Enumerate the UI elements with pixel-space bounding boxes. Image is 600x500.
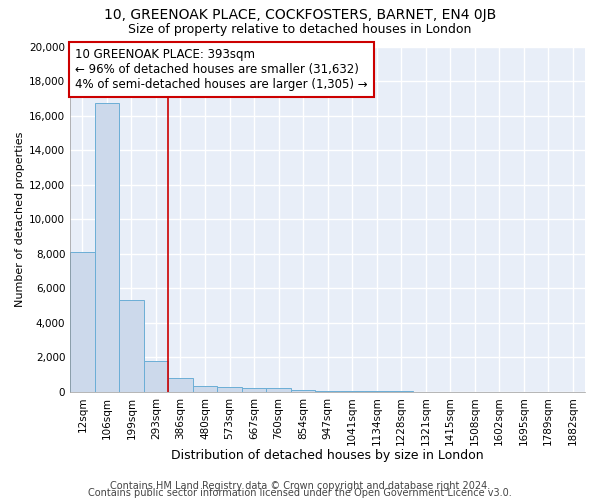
- Text: 10, GREENOAK PLACE, COCKFOSTERS, BARNET, EN4 0JB: 10, GREENOAK PLACE, COCKFOSTERS, BARNET,…: [104, 8, 496, 22]
- Text: Contains public sector information licensed under the Open Government Licence v3: Contains public sector information licen…: [88, 488, 512, 498]
- Bar: [291, 390, 316, 392]
- Text: Contains HM Land Registry data © Crown copyright and database right 2024.: Contains HM Land Registry data © Crown c…: [110, 481, 490, 491]
- Bar: [242, 388, 266, 392]
- Bar: [119, 300, 144, 392]
- Bar: [168, 378, 193, 392]
- Bar: [95, 104, 119, 392]
- Bar: [316, 391, 340, 392]
- Y-axis label: Number of detached properties: Number of detached properties: [15, 132, 25, 307]
- Bar: [70, 252, 95, 392]
- Bar: [217, 388, 242, 392]
- Bar: [340, 391, 364, 392]
- Bar: [144, 360, 168, 392]
- X-axis label: Distribution of detached houses by size in London: Distribution of detached houses by size …: [171, 450, 484, 462]
- Text: Size of property relative to detached houses in London: Size of property relative to detached ho…: [128, 22, 472, 36]
- Text: 10 GREENOAK PLACE: 393sqm
← 96% of detached houses are smaller (31,632)
4% of se: 10 GREENOAK PLACE: 393sqm ← 96% of detac…: [76, 48, 368, 91]
- Bar: [193, 386, 217, 392]
- Bar: [266, 388, 291, 392]
